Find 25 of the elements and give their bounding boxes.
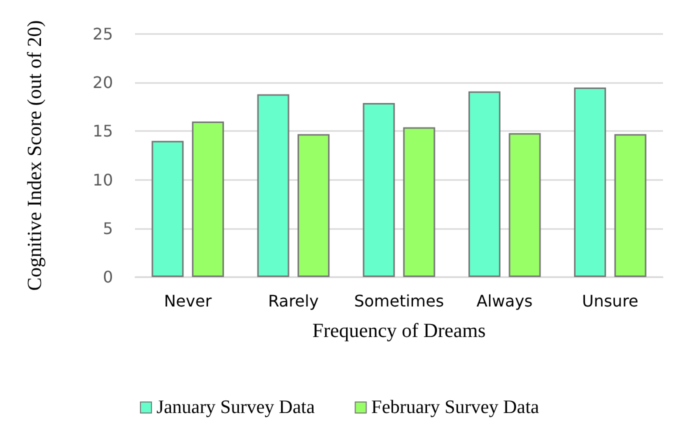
x-tick-label: Never xyxy=(164,292,212,310)
y-axis-title: Cognitive Index Score (out of 20) xyxy=(24,20,46,291)
bar xyxy=(298,134,330,277)
bar xyxy=(362,103,395,277)
bar xyxy=(257,94,290,277)
bar xyxy=(614,134,646,277)
bar xyxy=(508,133,541,277)
bar xyxy=(152,140,184,277)
y-tick-label: 0 xyxy=(102,268,113,286)
legend-label: January Survey Data xyxy=(156,397,316,418)
x-tick-label: Rarely xyxy=(268,292,319,310)
y-tick-label: 15 xyxy=(92,122,113,141)
x-tick-label: Sometimes xyxy=(354,292,444,310)
y-tick-label: 10 xyxy=(92,170,113,190)
y-tick-label: 25 xyxy=(92,24,113,44)
bar xyxy=(468,91,500,277)
x-axis-title: Frequency of Dreams xyxy=(312,320,486,342)
y-tick-label: 5 xyxy=(102,218,113,238)
x-tick-label: Always xyxy=(476,292,533,310)
y-tick-label: 20 xyxy=(92,73,113,92)
bar xyxy=(574,87,606,277)
legend-label: February Survey Data xyxy=(371,397,540,418)
x-tick-label: Unsure xyxy=(582,292,638,310)
bar xyxy=(192,121,224,277)
bar xyxy=(403,127,436,277)
